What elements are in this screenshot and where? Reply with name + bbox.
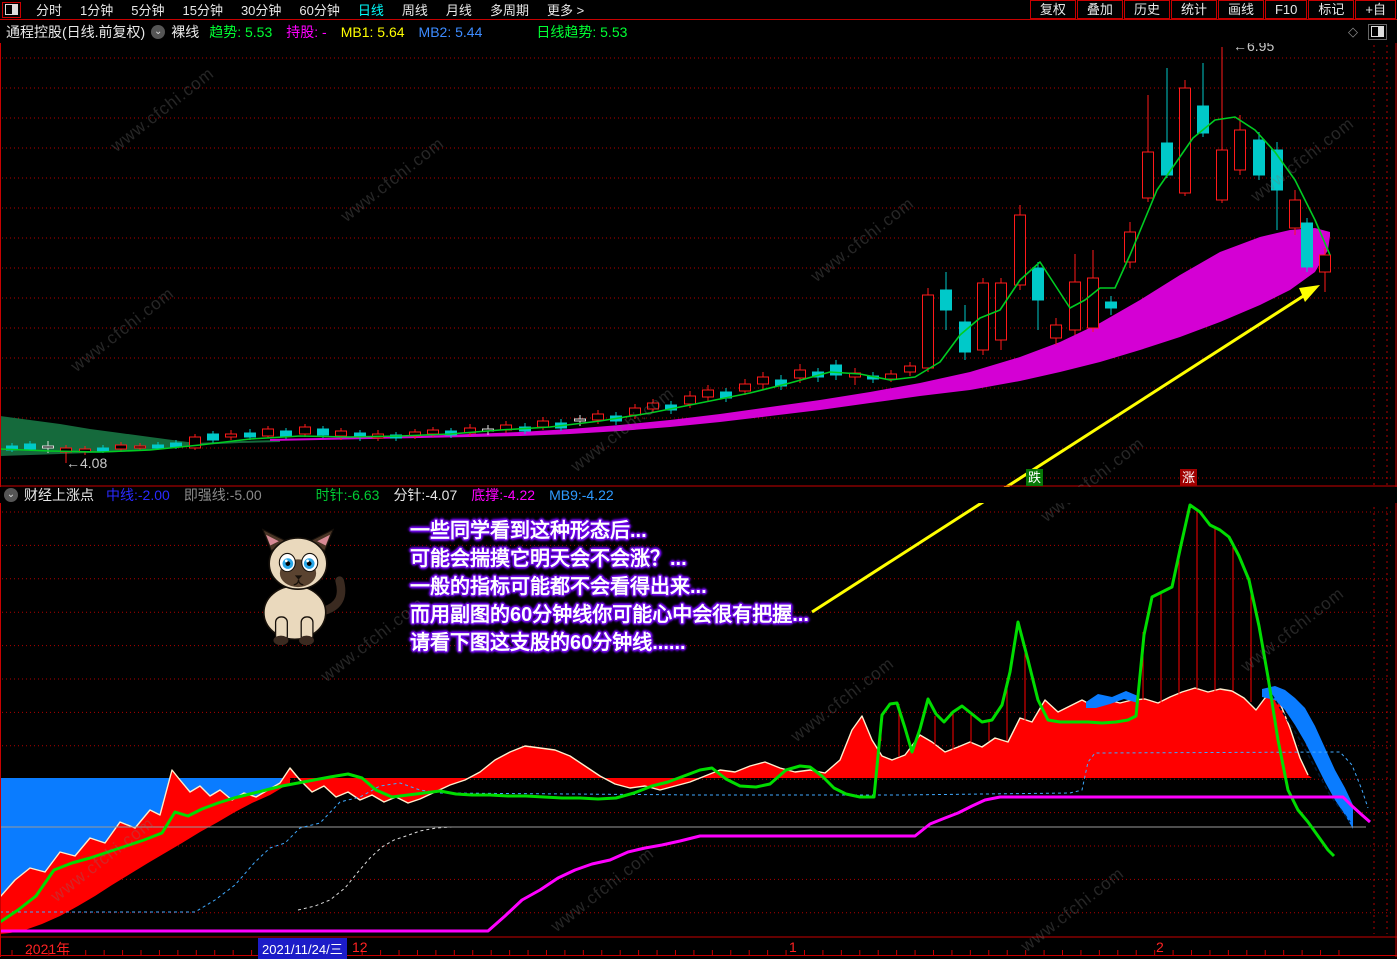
field-midline-label: 中线: [106, 487, 138, 503]
field-midline: 中线:-2.00 [106, 485, 170, 505]
field-mb9: MB9:-4.22 [549, 487, 614, 503]
field-support-label: 底撑: [471, 487, 504, 503]
draw-line-button[interactable]: 画线 [1217, 0, 1264, 19]
tab-5min[interactable]: 5分钟 [131, 3, 165, 18]
field-trend-value: 5.53 [241, 23, 273, 40]
field-hold-value: - [318, 23, 327, 40]
axis-month-label: 2 [1156, 939, 1164, 955]
statistics-button[interactable]: 统计 [1170, 0, 1217, 19]
sub-indicator-header: ⌄ 财经上涨点 中线:-2.00 即强线:-5.00 时针:-6.63 分针:-… [0, 487, 1397, 503]
indicator-name[interactable]: 裸线 [171, 23, 200, 40]
field-mb2-label: MB2: [418, 23, 452, 40]
field-hold-label: 持股: [286, 23, 319, 40]
tab-60min[interactable]: 60分钟 [299, 3, 340, 18]
chevron-down-icon[interactable]: ⌄ [151, 24, 166, 39]
field-mb9-value: -4.22 [581, 487, 614, 503]
field-strength-value: -5.00 [229, 487, 262, 503]
tab-daily[interactable]: 日线 [357, 3, 384, 18]
field-mb1-value: 5.64 [373, 23, 405, 40]
field-mb1: MB1: 5.64 [341, 24, 405, 40]
field-midline-value: -2.00 [137, 487, 170, 503]
annotation-line: 而用副图的60分钟线你可能心中会很有把握... [410, 604, 809, 626]
axis-month-label: 12 [352, 939, 368, 955]
field-daily-trend: 日线趋势: 5.53 [536, 22, 627, 42]
field-hourhand-value: -6.63 [347, 487, 380, 503]
field-support-value: -4.22 [503, 487, 536, 503]
sub-indicator-title[interactable]: 财经上涨点 [24, 487, 94, 503]
tab-15min[interactable]: 15分钟 [182, 3, 223, 18]
diamond-icon[interactable]: ◇ [1348, 23, 1358, 39]
field-minutehand: 分针:-4.07 [393, 485, 457, 505]
field-hold: 持股: - [286, 22, 326, 42]
field-daily-trend-label: 日线趋势: [536, 23, 597, 40]
field-mb2-value: 5.44 [451, 23, 483, 40]
tab-monthly[interactable]: 月线 [445, 3, 472, 18]
field-hourhand-label: 时针: [315, 487, 348, 503]
split-pane-icon[interactable] [1368, 23, 1387, 40]
stock-title: 通程控股(日线.前复权) [6, 23, 146, 40]
tab-minute-chart[interactable]: 分时 [36, 3, 63, 18]
fall-tag: 跌 [1026, 469, 1043, 486]
window-layout-icon[interactable] [2, 1, 21, 18]
tab-30min[interactable]: 30分钟 [240, 3, 282, 18]
history-button[interactable]: 历史 [1123, 0, 1170, 19]
f10-button[interactable]: F10 [1264, 0, 1308, 19]
field-daily-trend-value: 5.53 [596, 23, 628, 40]
low-price-label: ←4.08 [66, 455, 108, 471]
field-trend-label: 趋势: [209, 23, 242, 40]
tab-weekly[interactable]: 周线 [401, 3, 428, 18]
tab-1min[interactable]: 1分钟 [80, 3, 114, 18]
time-axis: 2021年 2021/11/24/三 12 1 2 [0, 938, 1397, 959]
axis-year-label: 2021年 [25, 941, 71, 957]
field-mb9-label: MB9: [549, 487, 582, 503]
field-strength-label: 即强线: [183, 487, 230, 503]
field-mb2: MB2: 5.44 [419, 24, 483, 40]
field-hourhand: 时针:-6.63 [316, 485, 380, 505]
annotation-line: 一般的指标可能都不会看得出来... [410, 576, 707, 598]
annotation-line: 请看下图这支股的60分钟线...... [410, 632, 686, 654]
stock-info-bar: 通程控股(日线.前复权) ⌄ 裸线 趋势: 5.53 持股: - MB1: 5.… [0, 20, 1397, 43]
tab-more[interactable]: 更多 > [546, 3, 585, 18]
collapse-chevron-icon[interactable]: ⌄ [4, 488, 18, 502]
annotation-line: 一些同学看到这种形态后... [410, 520, 647, 542]
overlay-button[interactable]: 叠加 [1076, 0, 1123, 19]
rise-tag: 涨 [1180, 469, 1197, 486]
annotation-line: 可能会揣摸它明天会不会涨？... [410, 548, 687, 570]
field-minutehand-label: 分针: [393, 487, 426, 503]
mark-button[interactable]: 标记 [1308, 0, 1355, 19]
field-mb1-label: MB1: [340, 23, 374, 40]
custom-button[interactable]: +自 [1355, 0, 1396, 19]
field-support: 底撑:-4.22 [471, 485, 535, 505]
annotation-text-block: 一些同学看到这种形态后... 可能会揣摸它明天会不会涨？... 一般的指标可能都… [410, 517, 809, 657]
field-minutehand-value: -4.07 [425, 487, 458, 503]
field-trend: 趋势: 5.53 [209, 22, 272, 42]
field-strength: 即强线:-5.00 [184, 485, 262, 505]
adjust-price-button[interactable]: 复权 [1029, 0, 1076, 19]
axis-month-label: 1 [789, 939, 797, 955]
tab-multiperiod[interactable]: 多周期 [489, 3, 529, 18]
cat-image [250, 527, 346, 650]
top-menu-bar: 分时 1分钟 5分钟 15分钟 30分钟 60分钟 日线 周线 月线 多周期 更… [0, 0, 1397, 20]
axis-date-highlight[interactable]: 2021/11/24/三 [258, 938, 347, 959]
